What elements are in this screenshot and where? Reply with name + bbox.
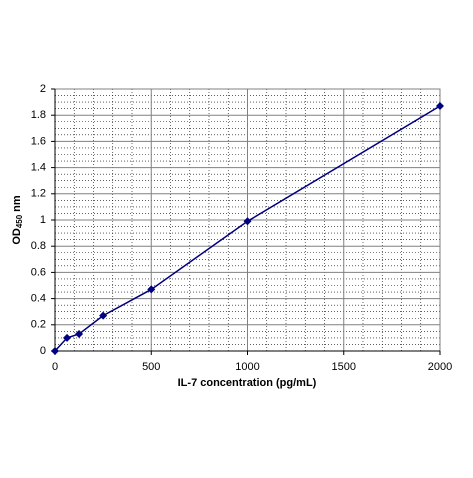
x-tick-label: 0 bbox=[52, 361, 58, 373]
x-tick-label: 1500 bbox=[332, 361, 356, 373]
data-point bbox=[147, 285, 156, 294]
y-tick-label: 0.2 bbox=[31, 319, 46, 331]
data-point bbox=[436, 102, 444, 111]
y-tick-label: 1.6 bbox=[31, 135, 46, 147]
x-axis-label: IL-7 concentration (pg/mL) bbox=[178, 377, 317, 389]
data-point bbox=[99, 311, 108, 320]
y-tick-label: 0 bbox=[40, 345, 46, 357]
y-tick-label: 1.8 bbox=[31, 109, 46, 121]
y-label-sub: 450 bbox=[15, 214, 24, 228]
data-point bbox=[243, 217, 252, 226]
y-label-main: OD bbox=[11, 228, 23, 245]
y-tick-label: 1.2 bbox=[31, 188, 46, 200]
y-tick-label: 0.8 bbox=[31, 240, 46, 252]
data-point bbox=[63, 333, 72, 342]
y-axis-label: OD450 nm bbox=[11, 195, 24, 245]
data-point bbox=[51, 347, 59, 355]
y-tick-label: 0.4 bbox=[31, 293, 46, 305]
y-tick-label: 0.6 bbox=[31, 266, 46, 278]
y-tick-label: 1 bbox=[40, 214, 46, 226]
x-tick-label: 2000 bbox=[428, 361, 452, 373]
data-point bbox=[75, 329, 84, 338]
y-tick-label: 1.4 bbox=[31, 162, 46, 174]
y-tick-label: 2 bbox=[40, 83, 46, 95]
x-tick-label: 500 bbox=[142, 361, 160, 373]
x-tick-label: 1000 bbox=[235, 361, 259, 373]
y-label-suffix: nm bbox=[11, 195, 23, 212]
